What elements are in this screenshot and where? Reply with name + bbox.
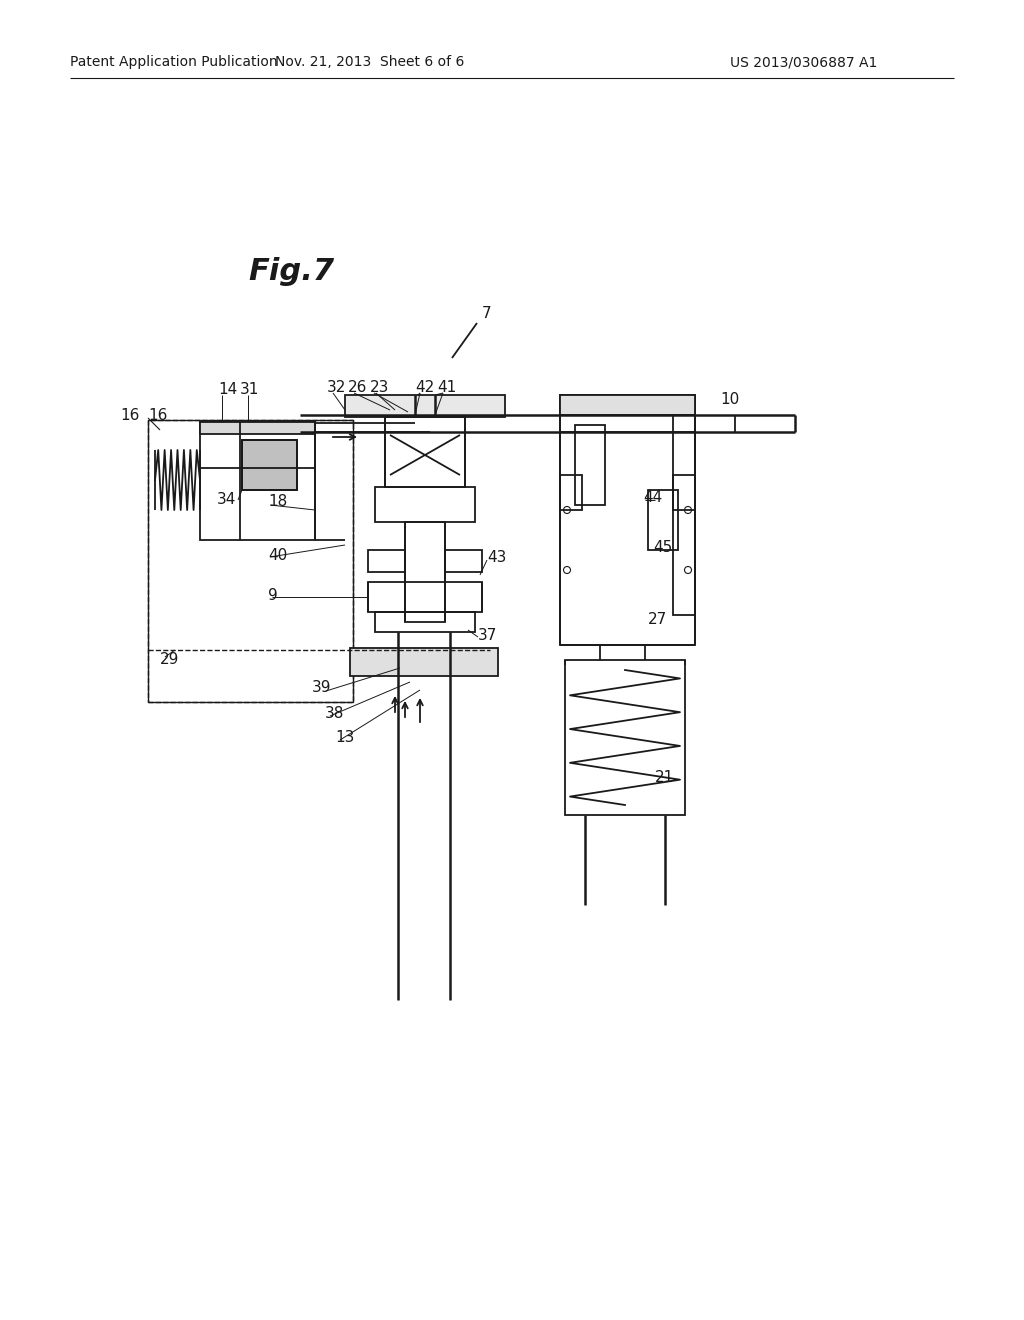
Bar [148, 420, 353, 702]
Text: 21: 21 [655, 771, 674, 785]
Text: 31: 31 [240, 383, 259, 397]
Bar [406, 521, 445, 622]
Text: 42: 42 [415, 380, 434, 396]
Text: 34: 34 [217, 492, 236, 507]
Text: 29: 29 [160, 652, 179, 668]
Bar [565, 660, 685, 814]
Text: 37: 37 [478, 627, 498, 643]
Text: 41: 41 [437, 380, 457, 396]
Bar [560, 475, 582, 510]
Bar [445, 550, 482, 572]
Text: 43: 43 [487, 550, 507, 565]
Bar [242, 440, 297, 490]
Text: 10: 10 [720, 392, 739, 408]
Text: 39: 39 [312, 681, 332, 696]
Bar [673, 414, 695, 615]
Bar [375, 612, 475, 632]
Bar [200, 422, 315, 540]
Text: US 2013/0306887 A1: US 2013/0306887 A1 [730, 55, 878, 69]
Text: 26: 26 [348, 380, 368, 396]
Bar [385, 417, 465, 487]
Bar [200, 422, 315, 434]
Text: 27: 27 [648, 612, 668, 627]
Text: 40: 40 [268, 548, 288, 562]
Bar [148, 420, 353, 702]
Bar [242, 440, 297, 490]
Text: 13: 13 [335, 730, 354, 746]
Text: 16: 16 [121, 408, 140, 422]
Text: 38: 38 [325, 706, 344, 722]
Bar [368, 550, 406, 572]
Text: 7: 7 [482, 305, 492, 321]
Text: 16: 16 [148, 408, 167, 422]
Bar [673, 475, 695, 510]
Bar [350, 648, 498, 676]
Text: Patent Application Publication: Patent Application Publication [70, 55, 278, 69]
Text: 45: 45 [653, 540, 672, 556]
Text: Fig.7: Fig.7 [248, 257, 334, 286]
Text: Nov. 21, 2013  Sheet 6 of 6: Nov. 21, 2013 Sheet 6 of 6 [275, 55, 465, 69]
Text: 32: 32 [327, 380, 346, 396]
Bar [648, 490, 678, 550]
Bar [345, 395, 505, 417]
Text: 18: 18 [268, 495, 288, 510]
Bar [375, 487, 475, 521]
Text: 23: 23 [370, 380, 389, 396]
Bar [560, 395, 695, 414]
Bar [560, 395, 695, 645]
Text: 44: 44 [643, 491, 663, 506]
Text: 14: 14 [218, 383, 238, 397]
Bar [368, 582, 482, 612]
Bar [575, 425, 605, 506]
Text: 9: 9 [268, 587, 278, 602]
